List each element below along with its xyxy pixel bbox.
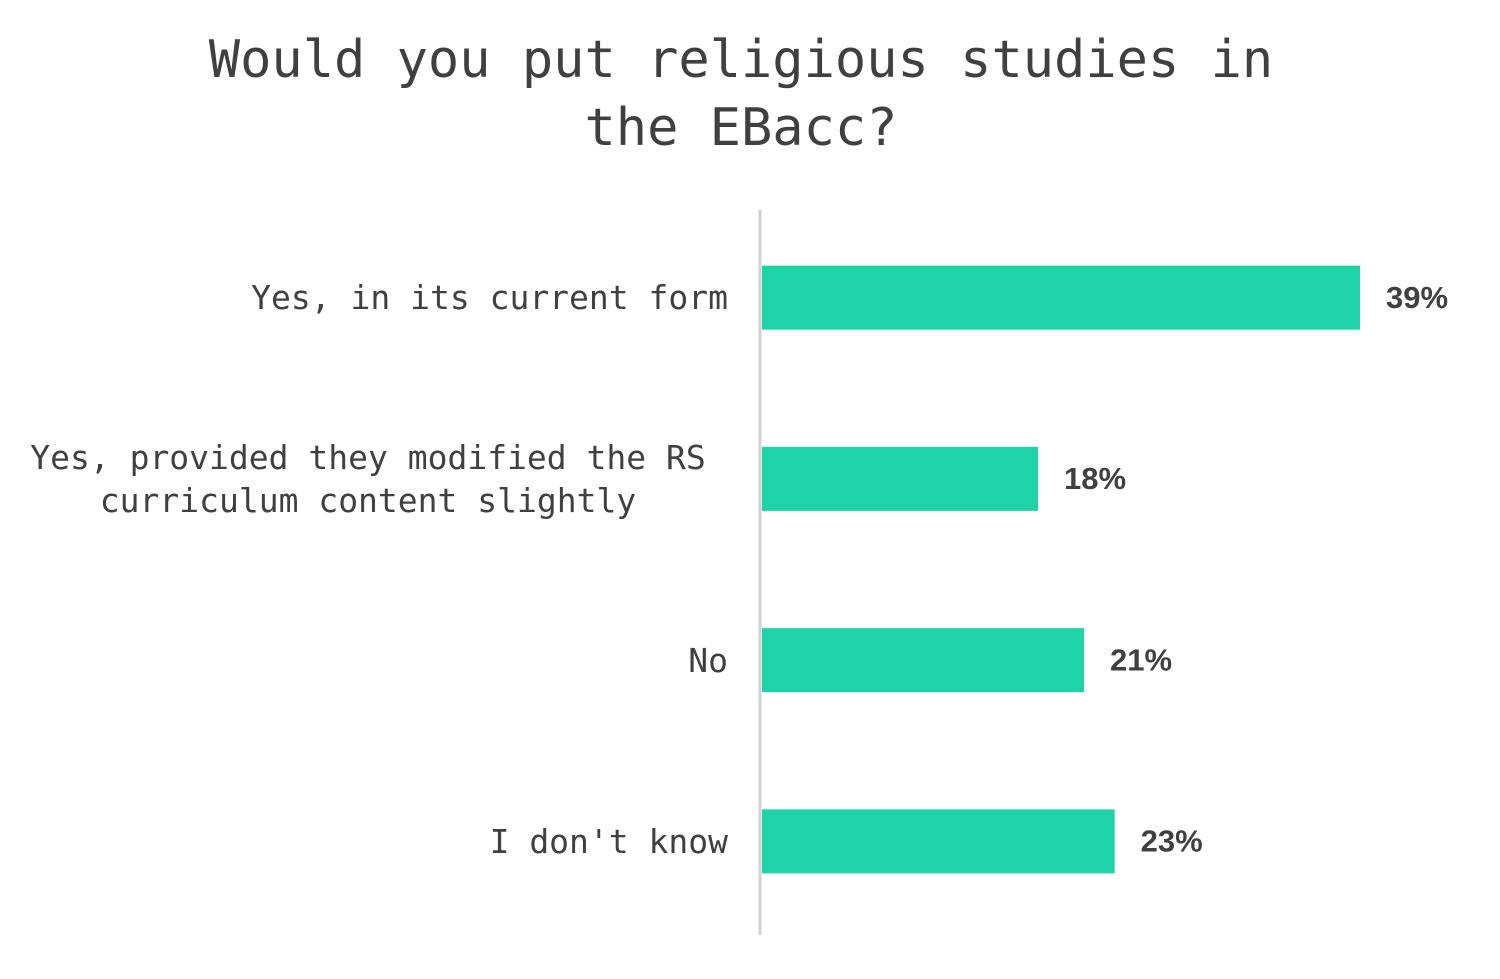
category-label-box: I don't know [8, 781, 728, 901]
bar [762, 446, 1038, 511]
chart-title: Would you put religious studies in the E… [208, 30, 1274, 158]
value-label: 23% [1141, 824, 1203, 859]
category-label-box: No [8, 600, 728, 720]
category-label: I don't know [489, 821, 728, 861]
category-label-box: Yes, in its current form [8, 238, 728, 358]
value-label: 39% [1386, 280, 1448, 315]
value-label: 21% [1110, 642, 1172, 677]
bar [762, 265, 1360, 330]
category-label: Yes, in its current form [251, 278, 728, 318]
category-label-box: Yes, provided they modified the RS curri… [8, 419, 728, 539]
value-label: 18% [1064, 461, 1126, 496]
bar [762, 628, 1084, 693]
bar [762, 809, 1115, 874]
category-label: No [688, 640, 728, 680]
category-label: Yes, provided they modified the RS curri… [30, 437, 706, 520]
